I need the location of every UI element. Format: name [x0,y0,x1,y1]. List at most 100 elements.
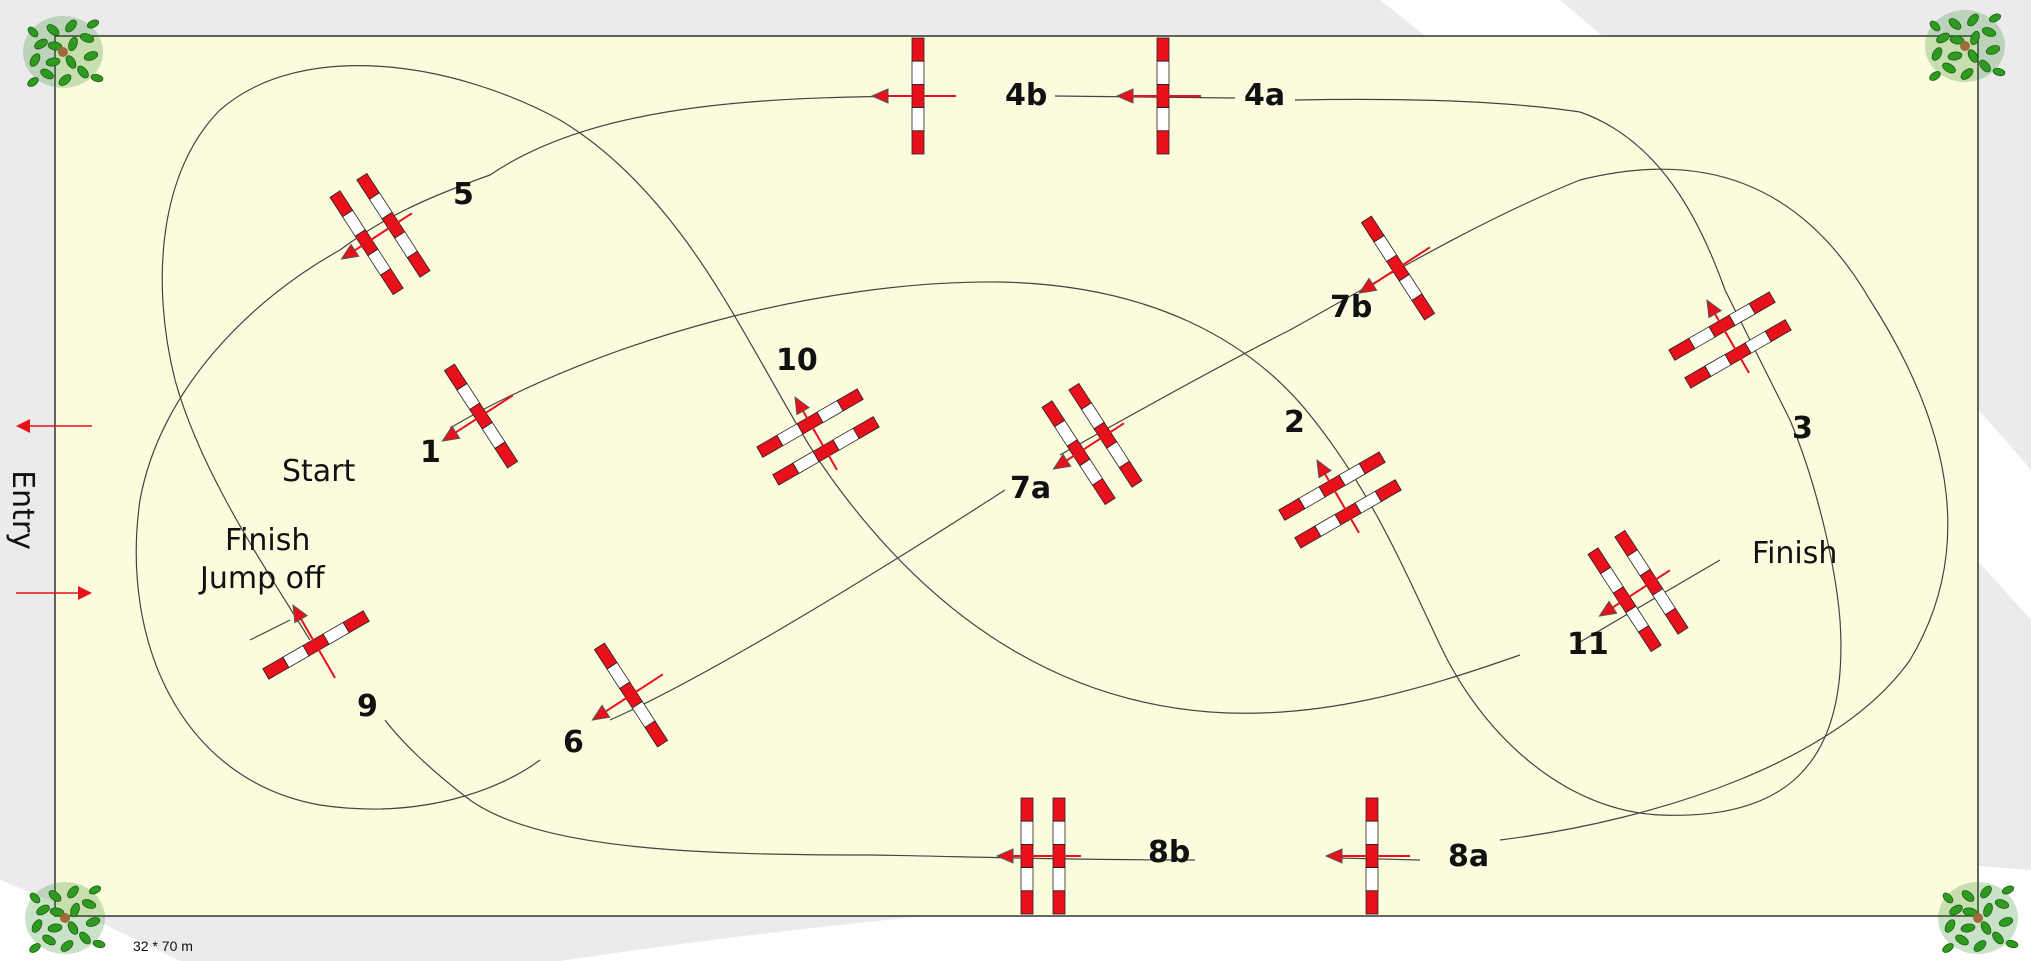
direction-arrow-icon [995,848,1014,864]
direction-arrow-icon [1323,471,1360,534]
arrow-left-icon [16,419,92,433]
jump-number-label: 1 [420,435,441,470]
jump-pole-segment [1664,607,1689,635]
potted-tree-icon [24,881,107,955]
arrow-right-icon [16,586,92,600]
jump-4b [870,37,956,155]
jump-pole-segment [756,434,784,458]
direction-arrow-icon [340,243,360,260]
jump-pole-segment [772,462,800,486]
course-track [609,168,1949,841]
jumps-layer: 1 2 3 4a 4b 5 6 7a 7b 8a 8b 9 10 11 [262,37,1813,915]
jump-pole-segment [1156,37,1170,62]
direction-arrow-icon [1713,311,1750,374]
direction-arrow-icon [441,425,461,442]
direction-arrow-icon [1316,459,1332,479]
finish-jump-off-label: Finish [225,523,310,558]
jump-8b [995,797,1081,915]
direction-arrow-icon [1610,569,1671,610]
jump-number-label: 7b [1330,290,1372,325]
jump-number-label: 8a [1448,839,1489,874]
arena-rectangle [54,35,1979,917]
direction-arrow-icon [1598,600,1618,617]
finish-label: Finish [1752,536,1837,571]
jump-6 [591,642,669,748]
jump-pole-segment [379,268,404,296]
jump-number-label: 4a [1244,78,1285,113]
jump-number-label: 4b [1005,78,1047,113]
jump-pole-segment [1052,820,1066,845]
jump-pole-segment [911,107,925,132]
jump-2 [1278,451,1402,549]
direction-arrow-icon [1324,848,1343,864]
jump-number-label: 8b [1148,835,1190,870]
jump-number-label: 6 [563,725,584,760]
direction-arrow-icon [352,212,413,253]
direction-arrow-icon [1706,299,1722,319]
jump-pole-segment [644,720,669,748]
jump-11 [1587,529,1689,653]
jump-pole-segment [1365,797,1379,822]
jump-pole-segment [1637,625,1662,653]
entry-label: Entry [5,470,40,550]
direction-arrow-icon [1115,88,1134,104]
jump-pole-segment [494,441,519,469]
jump-number-label: 2 [1284,405,1305,440]
jump-pole-segment [1020,797,1034,822]
jump-number-label: 3 [1792,411,1813,446]
jump-pole-segment [406,250,431,278]
jump-number-label: 10 [776,343,818,378]
course-track [249,619,291,641]
jump-pole-segment [911,60,925,85]
jump-pole-segment [1020,867,1034,892]
potted-tree-icon [1937,881,2020,955]
jump-pole-segment [1156,107,1170,132]
direction-arrow-icon [801,408,838,471]
jump-1 [441,363,519,469]
jump-pole-segment [1020,890,1034,915]
jump-7a [1041,382,1143,506]
jump-8a [1324,797,1410,915]
direction-arrow-icon [870,88,889,104]
jump-number-label: 5 [453,177,474,212]
jump-pole-segment [911,130,925,155]
jump-number-label: 7a [1010,471,1051,506]
jump-pole-segment [1278,497,1306,521]
jump-5 [329,172,431,296]
jump-4a [1115,37,1201,155]
start-label: Start [282,454,356,489]
jump-3 [1668,291,1792,389]
direction-arrow-icon [1358,277,1378,294]
direction-arrow-icon [1064,422,1125,463]
direction-arrow-icon [794,396,810,416]
jump-10 [756,388,880,486]
course-track [1579,559,1721,643]
jump-pole-segment [1020,820,1034,845]
direction-arrow-icon [299,616,336,679]
jump-pole-segment [262,656,290,680]
finish-jump-off-label: Jump off [198,561,326,596]
direction-arrow-icon [603,673,664,714]
jump-pole-segment [1156,60,1170,85]
jump-number-label: 9 [357,689,378,724]
direction-arrow-icon [591,704,611,721]
jump-pole-segment [1052,890,1066,915]
jump-9 [262,604,370,680]
jump-pole-segment [1091,478,1116,506]
direction-arrow-icon [1370,246,1431,287]
course-track [161,65,1521,714]
potted-tree-icon [22,15,105,89]
jump-7b [1358,215,1436,321]
arena-dimensions: 32 * 70 m [133,938,193,954]
direction-arrow-icon [453,394,514,435]
direction-arrow-icon [292,604,308,624]
jump-pole-segment [1365,867,1379,892]
jump-pole-segment [1365,820,1379,845]
jump-pole-segment [1365,890,1379,915]
jump-pole-segment [1411,293,1436,321]
direction-arrow-icon [1052,453,1072,470]
jump-pole-segment [911,37,925,62]
jump-pole-segment [1668,337,1696,361]
